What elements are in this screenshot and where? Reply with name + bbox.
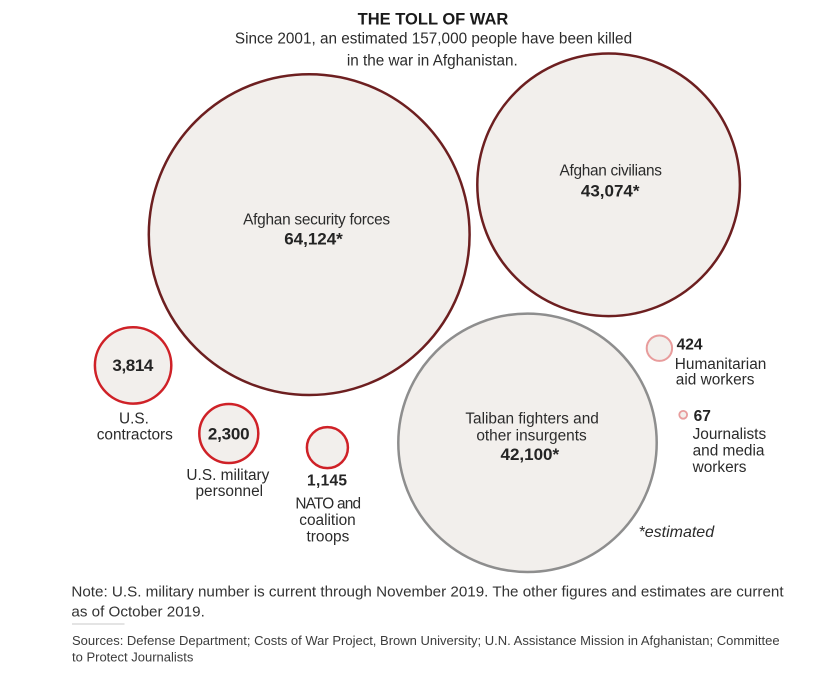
svg-text:*estimated: *estimated: [639, 524, 716, 541]
svg-text:64,124*: 64,124*: [284, 230, 343, 249]
svg-text:aid workers: aid workers: [676, 372, 755, 389]
svg-text:Humanitarian: Humanitarian: [675, 356, 767, 373]
svg-text:other insurgents: other insurgents: [476, 427, 587, 444]
svg-text:Since 2001, an estimated 157,0: Since 2001, an estimated 157,000 people …: [235, 31, 632, 48]
svg-text:Sources: Defense Department; C: Sources: Defense Department; Costs of Wa…: [72, 633, 780, 648]
svg-text:3,814: 3,814: [112, 356, 153, 375]
svg-text:Taliban fighters and: Taliban fighters and: [465, 411, 598, 428]
svg-text:to Protect Journalists: to Protect Journalists: [72, 650, 194, 665]
svg-text:U.S.: U.S.: [119, 410, 149, 427]
svg-text:as of October 2019.: as of October 2019.: [71, 604, 204, 621]
svg-text:42,100*: 42,100*: [500, 445, 559, 464]
svg-text:contractors: contractors: [97, 427, 173, 444]
svg-text:THE TOLL OF WAR: THE TOLL OF WAR: [358, 11, 509, 29]
svg-text:43,074*: 43,074*: [581, 182, 640, 201]
svg-text:Note: U.S. military number is: Note: U.S. military number is current th…: [71, 583, 784, 600]
svg-text:Afghan civilians: Afghan civilians: [560, 162, 663, 179]
svg-text:and media: and media: [693, 443, 765, 460]
svg-text:troops: troops: [307, 529, 350, 546]
svg-text:in the war in Afghanistan.: in the war in Afghanistan.: [347, 52, 518, 69]
svg-text:coalition: coalition: [299, 512, 355, 529]
svg-text:personnel: personnel: [195, 483, 263, 500]
svg-text:67: 67: [694, 408, 711, 425]
svg-text:1,145: 1,145: [307, 473, 347, 490]
svg-text:U.S. military: U.S. military: [186, 467, 269, 484]
svg-text:424: 424: [677, 337, 703, 354]
svg-text:2,300: 2,300: [208, 425, 250, 444]
svg-text:NATO and: NATO and: [295, 496, 360, 513]
svg-text:workers: workers: [692, 459, 747, 476]
svg-text:Journalists: Journalists: [693, 426, 767, 443]
svg-text:Afghan security forces: Afghan security forces: [243, 211, 390, 228]
